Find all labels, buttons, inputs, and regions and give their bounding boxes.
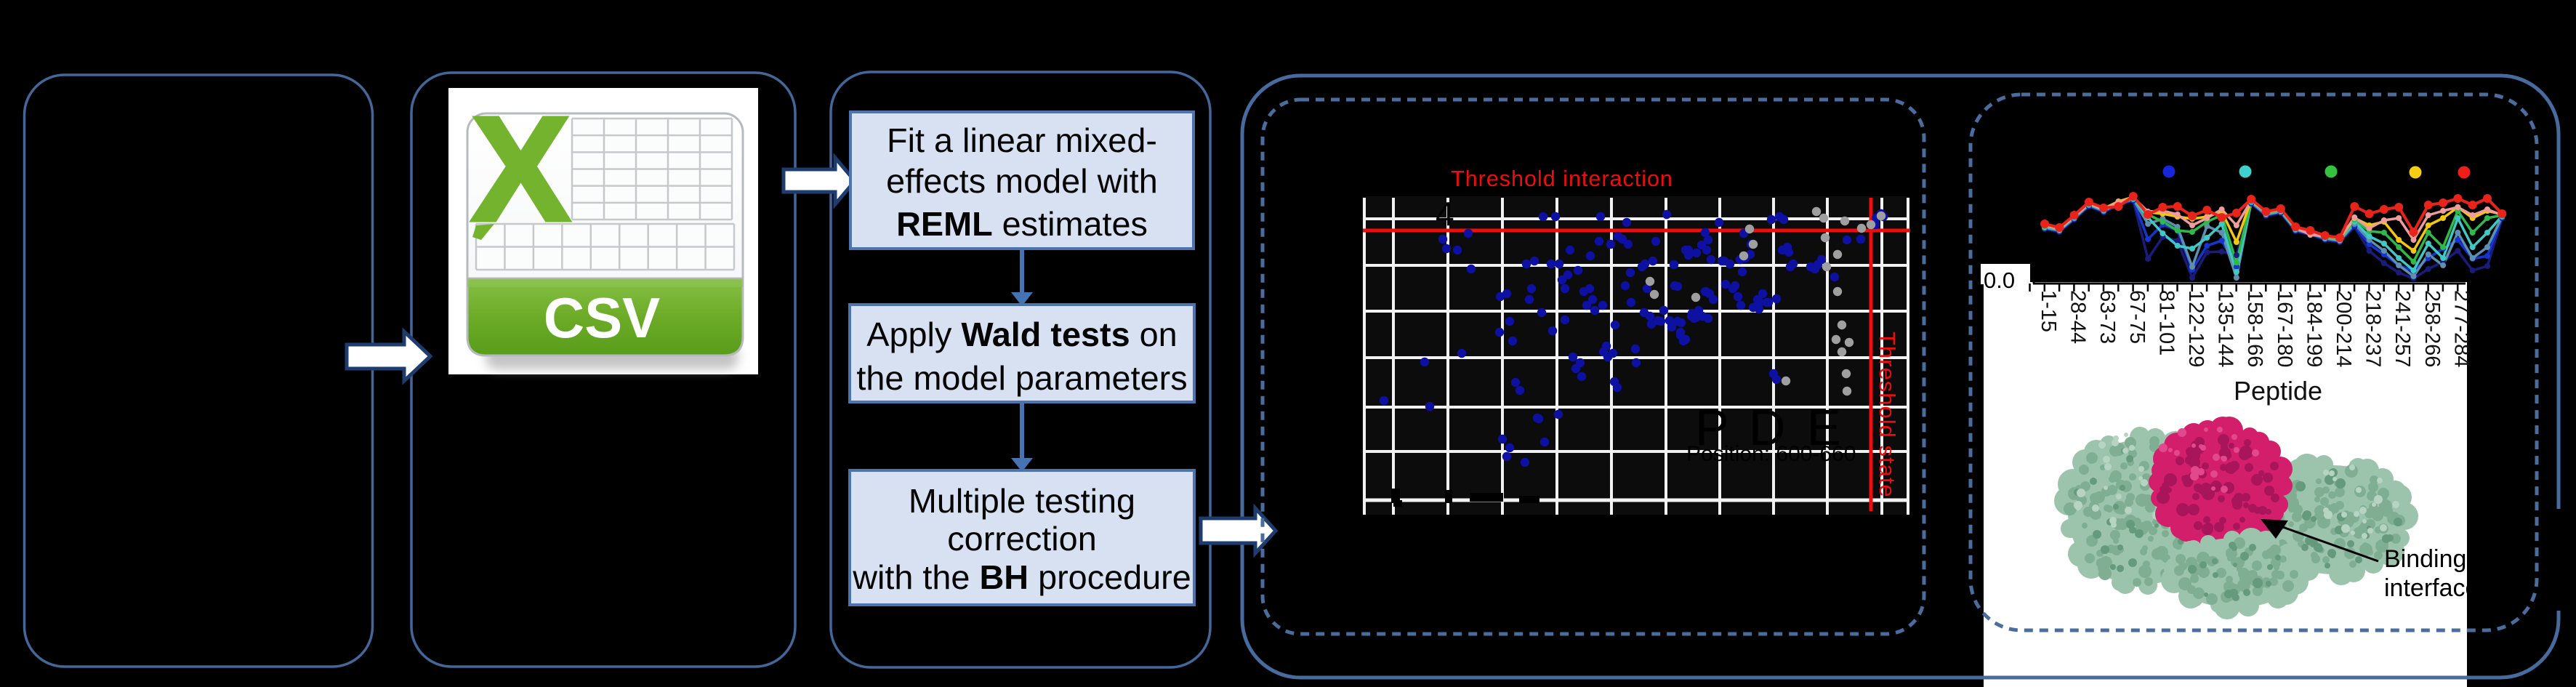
svg-text:184-199: 184-199 (2302, 290, 2325, 367)
svg-text:158-166: 158-166 (2243, 290, 2266, 367)
svg-text:1-15: 1-15 (2037, 290, 2060, 332)
svg-text:0.0: 0.0 (1984, 268, 2015, 293)
svg-text:67-75: 67-75 (2125, 290, 2149, 344)
svg-text:effects model with: effects model with (886, 162, 1158, 200)
svg-text:the model parameters: the model parameters (856, 359, 1187, 397)
svg-text:81-101: 81-101 (2154, 290, 2178, 355)
svg-text:interface: interface (2384, 574, 2479, 602)
svg-text:E: E (1807, 399, 1841, 456)
svg-text:Peptide: Peptide (2234, 376, 2322, 406)
svg-text:Threshold state: Threshold state (1875, 332, 1900, 498)
svg-text:167-180: 167-180 (2273, 290, 2296, 367)
svg-text:CSV: CSV (544, 286, 660, 350)
svg-text:Fit a linear mixed-: Fit a linear mixed- (887, 121, 1157, 159)
svg-text:241-257: 241-257 (2391, 290, 2414, 367)
svg-text:277-284: 277-284 (2450, 290, 2473, 367)
svg-text:Binding: Binding (2384, 545, 2466, 573)
svg-text:28-44: 28-44 (2066, 290, 2090, 344)
svg-text:correction: correction (947, 520, 1096, 558)
svg-text:REML estimates: REML estimates (896, 205, 1148, 243)
svg-text:Threshold interaction: Threshold interaction (1451, 166, 1673, 191)
svg-text:P: P (1695, 399, 1729, 456)
svg-text:D: D (1749, 399, 1786, 456)
svg-text:Apply Wald tests on: Apply Wald tests on (866, 316, 1177, 353)
svg-text:63-73: 63-73 (2096, 290, 2119, 344)
svg-text:Position: 600-660: Position: 600-660 (1686, 442, 1856, 466)
svg-text:135-144: 135-144 (2214, 290, 2237, 367)
svg-text:4: 4 (1436, 195, 1454, 233)
svg-text:258-266: 258-266 (2420, 290, 2444, 367)
svg-text:122-129: 122-129 (2184, 290, 2207, 367)
svg-text:218-237: 218-237 (2362, 290, 2385, 367)
svg-text:Multiple testing: Multiple testing (909, 482, 1135, 520)
svg-text:200-214: 200-214 (2332, 290, 2355, 367)
svg-text:with the BH procedure: with the BH procedure (852, 558, 1191, 596)
